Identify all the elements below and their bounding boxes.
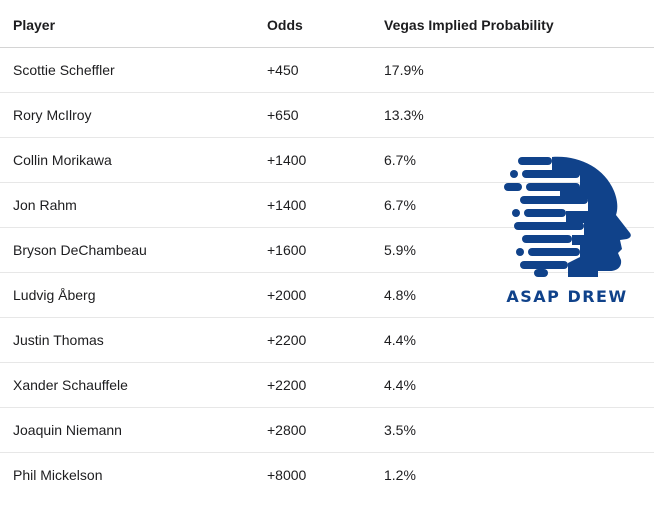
header-odds: Odds: [267, 17, 303, 33]
table-row: Justin Thomas +2200 4.4%: [0, 318, 654, 363]
probability-value: 4.4%: [384, 377, 416, 393]
player-name: Collin Morikawa: [13, 152, 112, 168]
player-name: Ludvig Åberg: [13, 287, 96, 303]
table-row: Jon Rahm +1400 6.7%: [0, 183, 654, 228]
probability-value: 6.7%: [384, 197, 416, 213]
table-row: Joaquin Niemann +2800 3.5%: [0, 408, 654, 453]
player-name: Scottie Scheffler: [13, 62, 115, 78]
odds-value: +2000: [267, 287, 307, 303]
table-row: Phil Mickelson +8000 1.2%: [0, 453, 654, 498]
watermark-text: ASAP DREW: [506, 287, 628, 306]
head-profile-icon: [504, 156, 631, 277]
header-probability: Vegas Implied Probability: [384, 17, 554, 33]
table-header-row: Player Odds Vegas Implied Probability: [0, 0, 654, 48]
table-row: Scottie Scheffler +450 17.9%: [0, 48, 654, 93]
odds-table: Player Odds Vegas Implied Probability Sc…: [0, 0, 654, 498]
probability-value: 13.3%: [384, 107, 424, 123]
probability-value: 4.4%: [384, 332, 416, 348]
table-row: Bryson DeChambeau +1600 5.9%: [0, 228, 654, 273]
odds-value: +2800: [267, 422, 307, 438]
odds-value: +2200: [267, 377, 307, 393]
table-row: Ludvig Åberg +2000 4.8%: [0, 273, 654, 318]
table-row: Collin Morikawa +1400 6.7%: [0, 138, 654, 183]
player-name: Jon Rahm: [13, 197, 77, 213]
probability-value: 4.8%: [384, 287, 416, 303]
probability-value: 6.7%: [384, 152, 416, 168]
odds-value: +1400: [267, 152, 307, 168]
table-row: Rory McIlroy +650 13.3%: [0, 93, 654, 138]
player-name: Bryson DeChambeau: [13, 242, 147, 258]
player-name: Phil Mickelson: [13, 467, 103, 483]
header-player: Player: [13, 17, 56, 33]
probability-value: 3.5%: [384, 422, 416, 438]
odds-value: +450: [267, 62, 299, 78]
player-name: Rory McIlroy: [13, 107, 92, 123]
player-name: Xander Schauffele: [13, 377, 128, 393]
probability-value: 5.9%: [384, 242, 416, 258]
probability-value: 17.9%: [384, 62, 424, 78]
odds-value: +650: [267, 107, 299, 123]
player-name: Justin Thomas: [13, 332, 104, 348]
odds-value: +1400: [267, 197, 307, 213]
odds-value: +2200: [267, 332, 307, 348]
odds-value: +1600: [267, 242, 307, 258]
probability-value: 1.2%: [384, 467, 416, 483]
odds-value: +8000: [267, 467, 307, 483]
player-name: Joaquin Niemann: [13, 422, 122, 438]
table-row: Xander Schauffele +2200 4.4%: [0, 363, 654, 408]
